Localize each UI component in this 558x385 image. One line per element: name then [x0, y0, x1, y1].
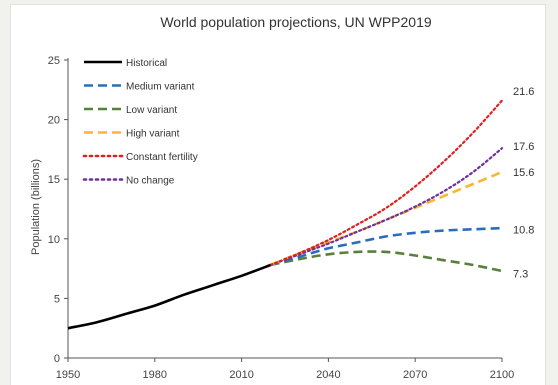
end-value-label: 7.3 — [513, 268, 528, 280]
legend-label-historical: Historical — [126, 58, 167, 69]
y-tick-label: 5 — [54, 293, 60, 305]
series-line-low-variant — [270, 250, 503, 273]
y-tick-label: 10 — [48, 234, 60, 246]
legend-label-high-variant: High variant — [126, 129, 180, 140]
x-tick-label: 2010 — [229, 369, 253, 381]
x-tick-label: 2100 — [490, 369, 514, 381]
legend-label-no-change: No change — [126, 176, 175, 187]
y-tick-label: 15 — [48, 174, 60, 186]
end-value-label: 17.6 — [513, 141, 534, 153]
series-line-no-change — [269, 147, 504, 267]
series-line-medium-variant — [270, 226, 503, 267]
x-tick-label: 1980 — [143, 369, 167, 381]
series-line-constant-fertility — [269, 99, 504, 267]
axes: 0 5 10 15 20 25 1950 1980 2010 2040 2070 2100 — [48, 55, 514, 381]
legend-label-low-variant: Low variant — [126, 105, 177, 116]
y-tick-label: 20 — [48, 115, 60, 127]
x-tick-label: 2070 — [403, 369, 427, 381]
y-axis-label: Population (billions) — [30, 159, 42, 255]
end-value-label: 21.6 — [513, 86, 534, 98]
series-line-historical — [67, 263, 271, 330]
x-tick-label: 1950 — [56, 369, 80, 381]
legend-label-constant-fertility: Constant fertility — [126, 152, 198, 163]
legend: Historical Medium variant Low variant High … — [82, 58, 198, 187]
annotations: 21.6 17.6 15.6 10.8 7.3 — [513, 86, 534, 280]
x-tick-label: 2040 — [316, 369, 340, 381]
end-value-label: 10.8 — [513, 224, 534, 236]
legend-label-medium-variant: Medium variant — [126, 82, 195, 93]
chart-title: World population projections, UN WPP2019 — [160, 14, 432, 30]
end-value-label: 15.6 — [513, 167, 534, 179]
y-tick-label: 25 — [48, 55, 60, 67]
series-layer — [67, 99, 504, 330]
y-tick-label: 0 — [54, 353, 60, 365]
